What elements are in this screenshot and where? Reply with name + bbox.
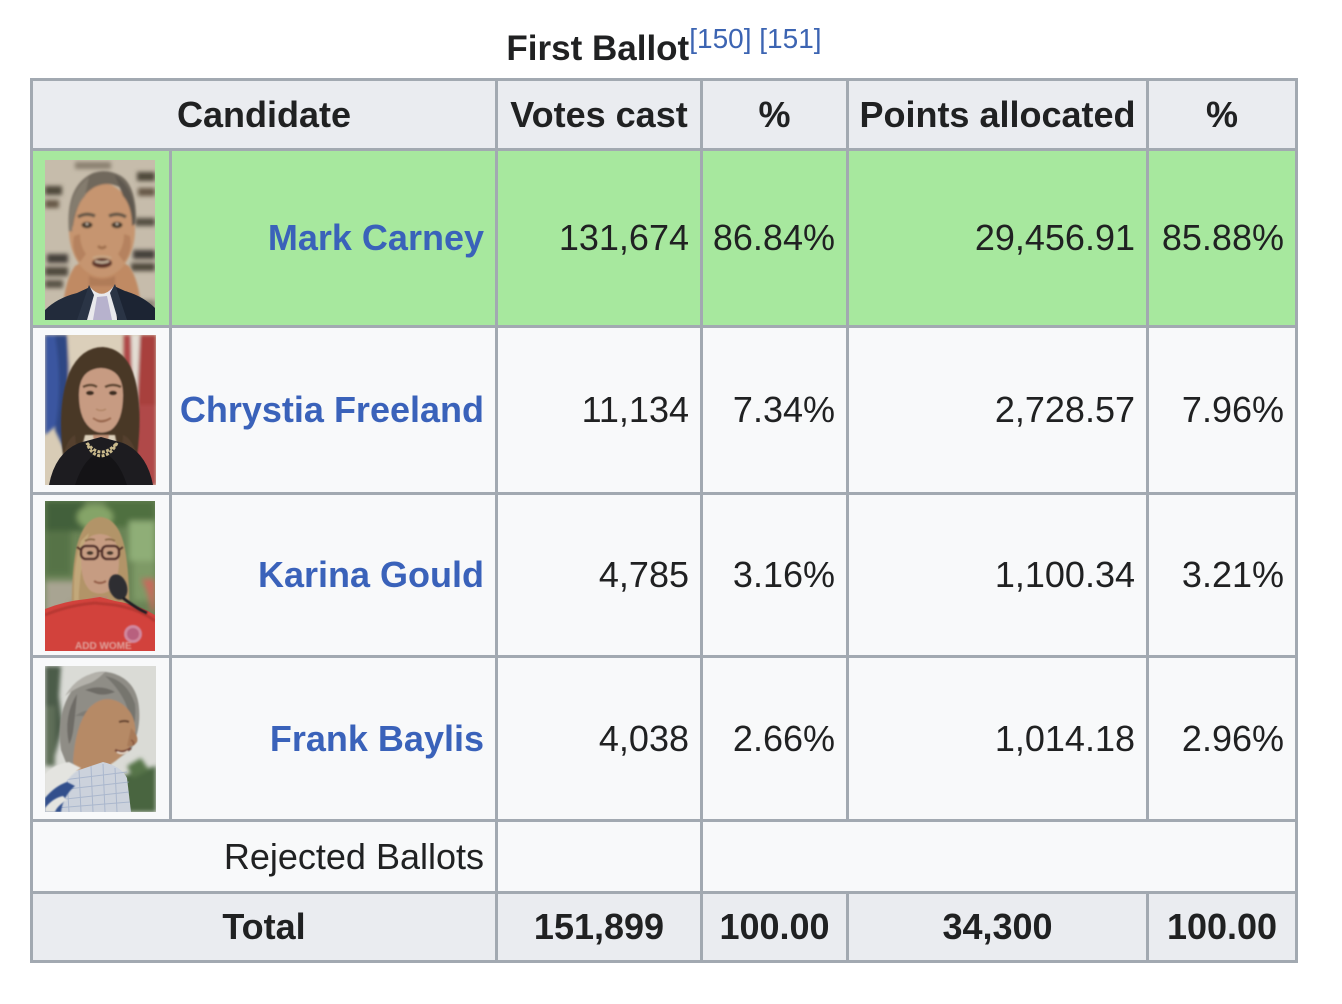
svg-text:ADD WOME: ADD WOME (75, 641, 132, 651)
